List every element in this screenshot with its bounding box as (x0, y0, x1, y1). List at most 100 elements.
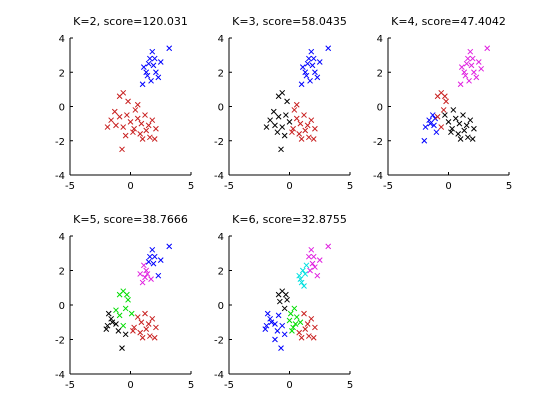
series-2 (104, 89, 159, 153)
scatter-point (139, 81, 146, 88)
series-3 (113, 288, 135, 329)
scatter-point (104, 322, 111, 329)
scatter-point (310, 253, 317, 260)
scatter-point (461, 127, 468, 134)
scatter-point (286, 119, 293, 125)
y-tick-label: -2 (373, 137, 383, 148)
scatter-point (127, 119, 134, 125)
scatter-point (108, 315, 114, 322)
scatter-point (298, 279, 305, 286)
scatter-point (290, 324, 296, 331)
scatter-point (119, 146, 125, 153)
scatter-point (166, 45, 173, 52)
scatter-point (116, 93, 123, 100)
scatter-point (278, 345, 284, 351)
scatter-point (429, 112, 436, 118)
x-tick-label: -5 (65, 181, 75, 192)
scatter-point (132, 107, 139, 113)
scatter-point (422, 124, 429, 130)
scatter-point (139, 334, 146, 341)
subplot-4: K=5, score=38.7666 -5 0 5 4 2 0 -2 -4 (55, 213, 194, 391)
y-tick-label: 2 (218, 267, 224, 278)
scatter-point (471, 125, 477, 132)
scatter-point (431, 122, 437, 129)
scatter-point (155, 74, 162, 81)
scatter-point (278, 146, 284, 153)
scatter-point (145, 321, 152, 327)
scatter-point (137, 271, 144, 277)
scatter-point (122, 305, 129, 312)
scatter-point (263, 124, 270, 130)
scatter-point (142, 274, 148, 281)
scatter-point (113, 307, 119, 314)
scatter-point (458, 64, 465, 70)
scatter-point (297, 319, 304, 326)
scatter-point (440, 107, 447, 113)
scatter-point (150, 260, 157, 267)
y-tick-label: 4 (59, 34, 65, 45)
scatter-point (124, 112, 130, 118)
series-4 (103, 310, 129, 351)
scatter-point (298, 81, 305, 88)
y-tick-label: 4 (59, 232, 65, 243)
x-tick-label: -5 (65, 380, 75, 391)
scatter-point (463, 122, 470, 129)
scatter-point (263, 322, 270, 329)
scatter-point (272, 321, 278, 327)
scatter-point (155, 272, 162, 279)
scatter-point (293, 101, 300, 108)
y-tick-label: -4 (373, 171, 383, 182)
scatter-point (308, 246, 315, 253)
x-tick-label: 0 (286, 380, 292, 391)
scatter-point (275, 113, 282, 120)
scatter-point (131, 125, 137, 132)
scatter-point (109, 319, 116, 326)
scatter-point (264, 310, 271, 317)
x-tick-label: 0 (286, 181, 292, 192)
scatter-point (299, 64, 306, 70)
scatter-point (281, 305, 288, 312)
scatter-point (302, 69, 309, 76)
scatter-point (291, 107, 298, 113)
scatter-point (438, 124, 445, 130)
scatter-point (312, 324, 318, 331)
series-3 (289, 101, 318, 142)
scatter-point (275, 93, 282, 100)
scatter-point (316, 257, 323, 264)
scatter-point (426, 117, 432, 124)
scatter-point (149, 48, 156, 55)
scatter-point (149, 117, 156, 124)
scatter-point (312, 69, 318, 76)
subplot-title: K=3, score=58.0435 (232, 15, 347, 28)
scatter-point (304, 321, 311, 327)
subplot-3: K=4, score=47.4042 -5 0 5 4 2 0 -2 -4 (373, 15, 512, 192)
y-tick-label: -4 (55, 171, 65, 182)
scatter-point (122, 331, 129, 338)
series-2 (306, 243, 332, 279)
scatter-point (308, 48, 315, 55)
scatter-point (151, 55, 158, 62)
scatter-point (149, 315, 156, 322)
scatter-point (456, 120, 463, 127)
subplot-title: K=2, score=120.031 (73, 15, 188, 28)
scatter-point (442, 112, 448, 118)
scatter-point (120, 322, 127, 329)
scatter-point (125, 98, 131, 105)
scatter-point (443, 98, 449, 105)
scatter-point (316, 59, 323, 65)
scatter-point (290, 125, 296, 132)
scatter-point (427, 120, 434, 127)
scatter-point (457, 136, 464, 142)
series-5 (286, 305, 304, 334)
scatter-point (262, 326, 269, 333)
series-5 (130, 310, 159, 341)
scatter-point (310, 136, 317, 142)
series-1 (139, 45, 173, 88)
scatter-point (134, 115, 141, 122)
scatter-point (148, 276, 154, 282)
scatter-point (139, 279, 146, 286)
scatter-point (128, 310, 135, 317)
y-tick-label: 2 (59, 267, 65, 278)
scatter-point (150, 62, 157, 69)
